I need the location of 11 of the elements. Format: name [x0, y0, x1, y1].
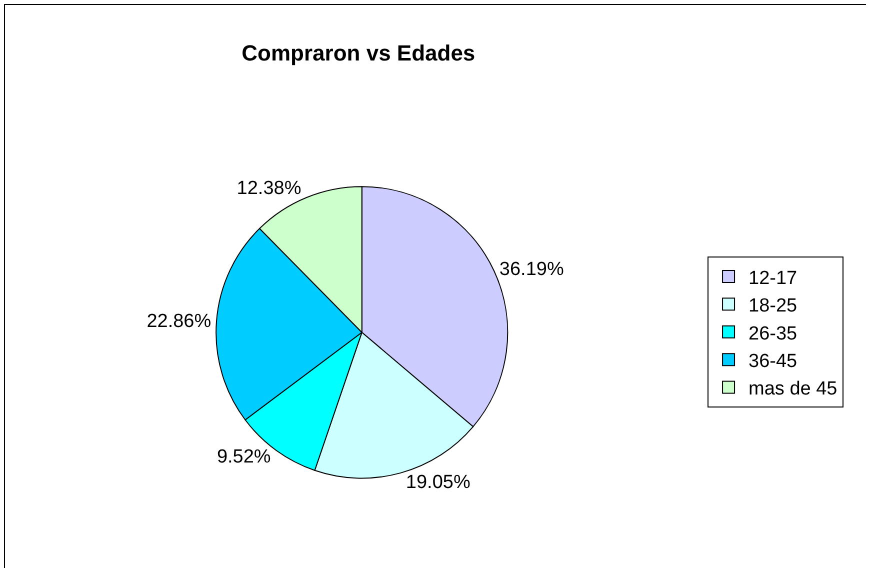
data-label: 12.38%	[236, 178, 302, 200]
data-label: 36.19%	[499, 258, 564, 280]
data-label: 19.05%	[406, 472, 470, 494]
chart-title: Compraron vs Edades	[242, 40, 476, 66]
data-label: 9.52%	[216, 446, 271, 468]
legend-label: 18-25	[748, 296, 798, 317]
legend-label: 36-45	[748, 350, 798, 372]
data-label: 22.86%	[146, 310, 212, 332]
legend-label: 26-35	[748, 323, 798, 344]
legend-label: mas de 45	[748, 378, 838, 400]
legend-label: 12-17	[748, 268, 798, 289]
